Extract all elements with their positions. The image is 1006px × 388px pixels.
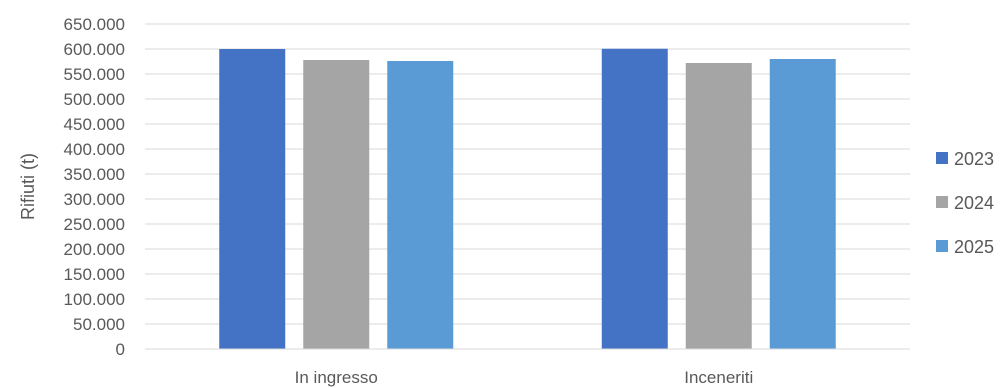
x-category-label: In ingresso: [295, 368, 378, 387]
y-tick-label: 500.000: [64, 90, 125, 109]
y-axis-title: Rifiuti (t): [18, 153, 38, 220]
y-tick-label: 550.000: [64, 65, 125, 84]
y-tick-label: 450.000: [64, 115, 125, 134]
y-tick-label: 300.000: [64, 190, 125, 209]
bar-2024-inceneriti: [685, 63, 752, 349]
bar-2023-in-ingresso: [219, 49, 286, 349]
x-category-label: Inceneriti: [684, 368, 753, 387]
y-tick-label: 200.000: [64, 240, 125, 259]
legend-label-2025: 2025: [954, 237, 994, 257]
legend-swatch-2024: [936, 196, 948, 208]
y-tick-label: 0: [116, 340, 125, 359]
bar-2024-in-ingresso: [303, 60, 370, 349]
y-tick-label: 100.000: [64, 290, 125, 309]
x-axis-category-labels: In ingresso Inceneriti: [295, 368, 754, 387]
legend: 2023 2024 2025: [936, 149, 994, 257]
y-tick-label: 400.000: [64, 140, 125, 159]
y-tick-label: 650.000: [64, 15, 125, 34]
y-tick-label: 250.000: [64, 215, 125, 234]
bar-2023-inceneriti: [601, 48, 668, 349]
legend-swatch-2025: [936, 240, 948, 252]
y-tick-label: 350.000: [64, 165, 125, 184]
legend-label-2023: 2023: [954, 149, 994, 169]
y-tick-label: 600.000: [64, 40, 125, 59]
legend-label-2024: 2024: [954, 193, 994, 213]
bar-2025-in-ingresso: [387, 61, 454, 349]
y-axis-tick-labels: 0 50.000 100.000 150.000 200.000 250.000 300.0…: [64, 15, 125, 359]
y-tick-label: 50.000: [73, 315, 125, 334]
bars: [219, 48, 836, 349]
bar-2025-inceneriti: [769, 59, 836, 349]
legend-swatch-2023: [936, 152, 948, 164]
y-tick-label: 150.000: [64, 265, 125, 284]
